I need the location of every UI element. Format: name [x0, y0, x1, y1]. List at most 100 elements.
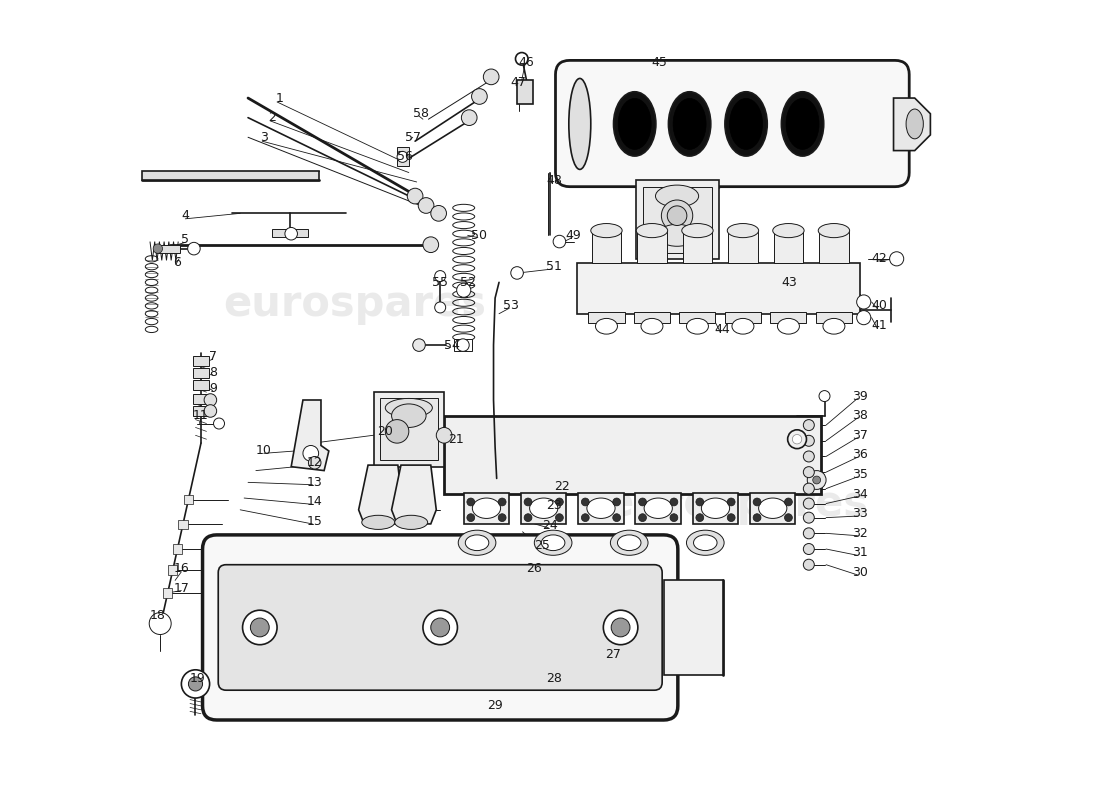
Ellipse shape — [781, 92, 824, 156]
Text: 3: 3 — [260, 130, 267, 144]
Circle shape — [397, 151, 408, 162]
Ellipse shape — [693, 535, 717, 550]
Circle shape — [431, 206, 447, 221]
Bar — [464, 493, 509, 524]
Ellipse shape — [591, 223, 623, 238]
Polygon shape — [359, 465, 404, 524]
Circle shape — [285, 227, 297, 240]
Text: 54: 54 — [444, 338, 460, 351]
Ellipse shape — [541, 535, 565, 550]
Ellipse shape — [618, 98, 651, 150]
Circle shape — [807, 470, 826, 490]
Text: 28: 28 — [546, 672, 562, 685]
Text: 6: 6 — [174, 256, 182, 270]
Circle shape — [434, 302, 446, 313]
Circle shape — [613, 498, 620, 506]
Circle shape — [784, 498, 792, 506]
Ellipse shape — [778, 318, 800, 334]
Circle shape — [803, 559, 814, 570]
Ellipse shape — [392, 404, 426, 427]
Bar — [444, 416, 821, 494]
Text: eurospares: eurospares — [605, 483, 868, 525]
Circle shape — [670, 514, 678, 522]
Circle shape — [582, 498, 590, 506]
Bar — [272, 229, 308, 237]
Circle shape — [857, 310, 871, 325]
Ellipse shape — [641, 318, 663, 334]
Circle shape — [613, 514, 620, 522]
Circle shape — [582, 514, 590, 522]
Ellipse shape — [395, 515, 428, 530]
Bar — [663, 580, 723, 674]
Text: 19: 19 — [189, 672, 205, 685]
Ellipse shape — [818, 223, 849, 238]
Circle shape — [639, 514, 647, 522]
Circle shape — [188, 677, 202, 691]
Ellipse shape — [645, 498, 672, 518]
Circle shape — [483, 69, 499, 85]
Ellipse shape — [727, 223, 759, 238]
Bar — [725, 312, 761, 323]
Bar — [454, 339, 472, 351]
Circle shape — [308, 457, 321, 469]
Circle shape — [556, 498, 563, 506]
Text: 21: 21 — [448, 433, 464, 446]
Text: 38: 38 — [851, 409, 868, 422]
Circle shape — [434, 270, 446, 282]
Bar — [178, 520, 188, 529]
Text: 31: 31 — [851, 546, 868, 559]
Text: 48: 48 — [546, 174, 562, 187]
Text: 9: 9 — [209, 382, 217, 394]
Text: 35: 35 — [851, 468, 868, 481]
Polygon shape — [392, 465, 437, 524]
Text: 58: 58 — [412, 107, 429, 120]
Circle shape — [553, 235, 565, 248]
Text: 11: 11 — [194, 409, 209, 422]
Bar — [168, 566, 177, 575]
Circle shape — [150, 613, 172, 634]
Bar — [816, 312, 853, 323]
Bar — [634, 312, 670, 323]
Ellipse shape — [385, 420, 409, 443]
Text: 7: 7 — [209, 350, 217, 363]
Bar — [194, 406, 209, 417]
Text: 46: 46 — [518, 56, 535, 70]
Ellipse shape — [658, 224, 696, 246]
Circle shape — [418, 198, 433, 214]
Text: 56: 56 — [397, 150, 412, 163]
Circle shape — [251, 618, 270, 637]
Text: 34: 34 — [851, 488, 868, 501]
Bar — [592, 231, 622, 262]
Text: 44: 44 — [715, 323, 730, 336]
Text: 27: 27 — [605, 649, 620, 662]
Circle shape — [524, 498, 532, 506]
Circle shape — [788, 430, 806, 449]
Circle shape — [412, 339, 426, 351]
Circle shape — [754, 514, 761, 522]
Ellipse shape — [668, 206, 686, 226]
Bar — [521, 493, 566, 524]
Ellipse shape — [682, 223, 713, 238]
Bar — [750, 493, 795, 524]
Circle shape — [556, 514, 563, 522]
Circle shape — [302, 446, 319, 461]
Text: 33: 33 — [851, 507, 868, 520]
Bar — [588, 312, 625, 323]
Bar — [194, 356, 209, 366]
Text: 29: 29 — [487, 699, 503, 712]
Ellipse shape — [702, 498, 729, 518]
Bar — [163, 589, 173, 598]
Text: 15: 15 — [307, 515, 322, 528]
Ellipse shape — [569, 78, 591, 170]
Text: 57: 57 — [405, 130, 420, 144]
Circle shape — [213, 418, 224, 429]
Text: 52: 52 — [460, 276, 475, 289]
Text: 40: 40 — [871, 299, 888, 312]
Circle shape — [510, 266, 524, 279]
Ellipse shape — [465, 535, 488, 550]
Bar — [642, 186, 713, 253]
Circle shape — [890, 252, 904, 266]
Circle shape — [603, 610, 638, 645]
Text: 45: 45 — [652, 56, 668, 70]
Bar — [397, 146, 409, 166]
